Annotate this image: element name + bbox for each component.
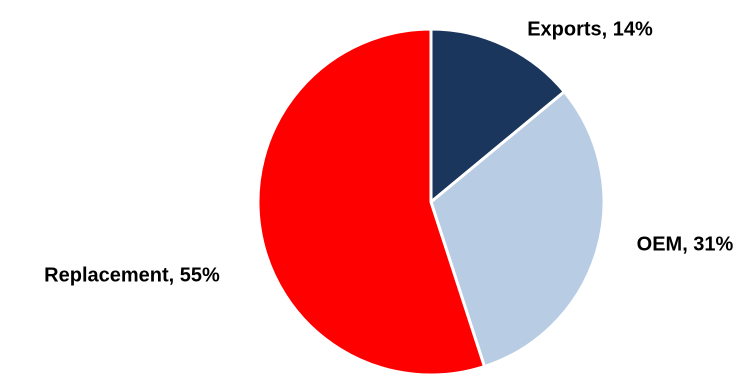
pie-slice-oem — [429, 90, 606, 369]
data-label-replacement: Replacement, 55% — [44, 264, 220, 286]
data-label-exports: Exports, 14% — [527, 18, 653, 40]
pie-labels: Exports, 14% OEM, 31% Replacement, 55% — [44, 18, 733, 286]
pie-slice-replacement — [256, 27, 486, 374]
data-label-oem: OEM, 31% — [637, 233, 734, 255]
pie-slices — [256, 27, 606, 374]
pie-slice-exports — [429, 27, 566, 204]
